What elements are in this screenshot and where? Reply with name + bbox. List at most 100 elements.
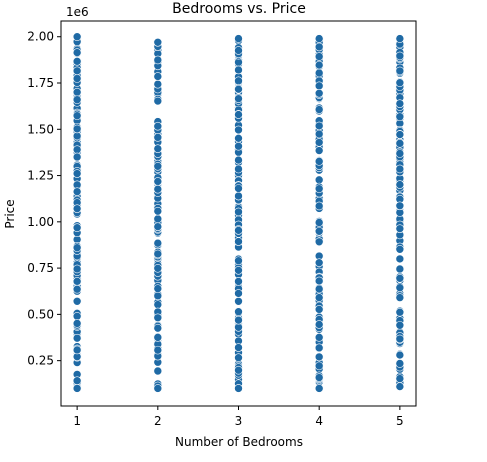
data-point xyxy=(153,79,163,89)
data-point xyxy=(314,34,324,43)
data-point xyxy=(234,256,243,266)
data-point xyxy=(72,32,82,42)
data-point xyxy=(395,66,405,76)
data-point xyxy=(153,222,163,231)
data-point xyxy=(234,307,243,316)
data-point xyxy=(314,373,324,382)
y-tick-label: 0.50 xyxy=(27,307,54,321)
data-point xyxy=(72,95,82,105)
data-point xyxy=(395,244,405,254)
data-point xyxy=(314,352,324,362)
data-point xyxy=(153,133,163,142)
data-point xyxy=(72,145,82,154)
data-point xyxy=(153,291,163,301)
data-point xyxy=(314,226,324,236)
data-point xyxy=(314,343,324,353)
data-point xyxy=(314,218,324,227)
data-point xyxy=(72,48,82,57)
data-point xyxy=(314,60,324,70)
data-point xyxy=(153,384,163,393)
data-point xyxy=(72,169,82,178)
data-point xyxy=(314,52,324,61)
data-point xyxy=(234,315,243,325)
data-point xyxy=(72,333,82,343)
data-point xyxy=(234,134,243,143)
y-axis-offset-label: 1e6 xyxy=(66,5,89,19)
data-point xyxy=(153,177,163,186)
data-point xyxy=(395,149,405,158)
data-point xyxy=(395,180,405,189)
data-point xyxy=(314,129,324,139)
data-point xyxy=(72,296,82,306)
y-tick-label: 0.75 xyxy=(27,261,54,275)
data-point xyxy=(314,184,324,194)
data-points xyxy=(72,32,405,393)
data-point xyxy=(234,296,243,306)
data-point xyxy=(314,175,324,185)
data-point xyxy=(72,187,82,196)
y-axis-ticks: 0.25 0.50 0.75 1.00 1.25 1.50 1.75 2.00 xyxy=(27,30,61,368)
data-point xyxy=(314,284,324,294)
data-point xyxy=(234,237,243,246)
x-tick-label: 4 xyxy=(315,414,323,428)
data-point xyxy=(234,289,243,298)
data-point xyxy=(72,152,82,162)
data-point xyxy=(234,46,243,55)
chart-title: Bedrooms vs. Price xyxy=(172,1,306,17)
data-point xyxy=(314,258,324,267)
data-point xyxy=(72,243,82,253)
data-point xyxy=(153,96,163,106)
data-point xyxy=(395,224,405,233)
data-point xyxy=(395,283,405,293)
data-point xyxy=(314,42,324,52)
data-point xyxy=(234,353,243,363)
data-point xyxy=(234,155,243,165)
data-point xyxy=(395,78,405,88)
data-point xyxy=(314,361,324,371)
data-point xyxy=(153,206,163,216)
data-point xyxy=(314,305,324,314)
data-point xyxy=(234,65,243,75)
data-point xyxy=(153,184,163,194)
data-point xyxy=(395,34,405,43)
data-point xyxy=(234,84,243,94)
data-point xyxy=(153,345,163,355)
data-point xyxy=(153,300,163,309)
data-point xyxy=(234,164,243,174)
x-tick-label: 5 xyxy=(396,414,404,428)
data-point xyxy=(314,88,324,98)
data-point xyxy=(72,87,82,97)
data-point xyxy=(153,55,163,65)
data-point xyxy=(314,276,324,286)
x-axis-label: Number of Bedrooms xyxy=(175,435,303,449)
data-point xyxy=(153,238,163,248)
data-point xyxy=(72,57,82,66)
data-point xyxy=(395,139,405,148)
data-point xyxy=(395,112,405,122)
data-point xyxy=(395,359,405,368)
data-point xyxy=(153,263,163,273)
y-tick-label: 2.00 xyxy=(27,30,54,44)
data-point xyxy=(314,138,324,147)
data-point xyxy=(395,164,405,174)
data-point xyxy=(234,365,243,375)
data-point xyxy=(234,207,243,217)
data-point xyxy=(314,121,324,131)
data-point xyxy=(234,76,243,86)
x-axis-ticks: 1 2 3 4 5 xyxy=(73,406,404,428)
y-tick-label: 1.25 xyxy=(27,169,54,183)
data-point xyxy=(314,320,324,329)
data-point xyxy=(234,384,243,393)
data-point xyxy=(314,68,324,78)
data-point xyxy=(234,125,243,135)
data-point xyxy=(314,157,324,166)
y-axis-label: Price xyxy=(3,199,17,228)
data-point xyxy=(72,319,82,328)
data-point xyxy=(234,94,243,103)
data-point xyxy=(153,249,163,259)
data-point xyxy=(72,124,82,134)
data-point xyxy=(72,111,82,121)
data-point xyxy=(72,277,82,286)
data-point xyxy=(234,191,243,201)
data-point xyxy=(234,322,243,332)
